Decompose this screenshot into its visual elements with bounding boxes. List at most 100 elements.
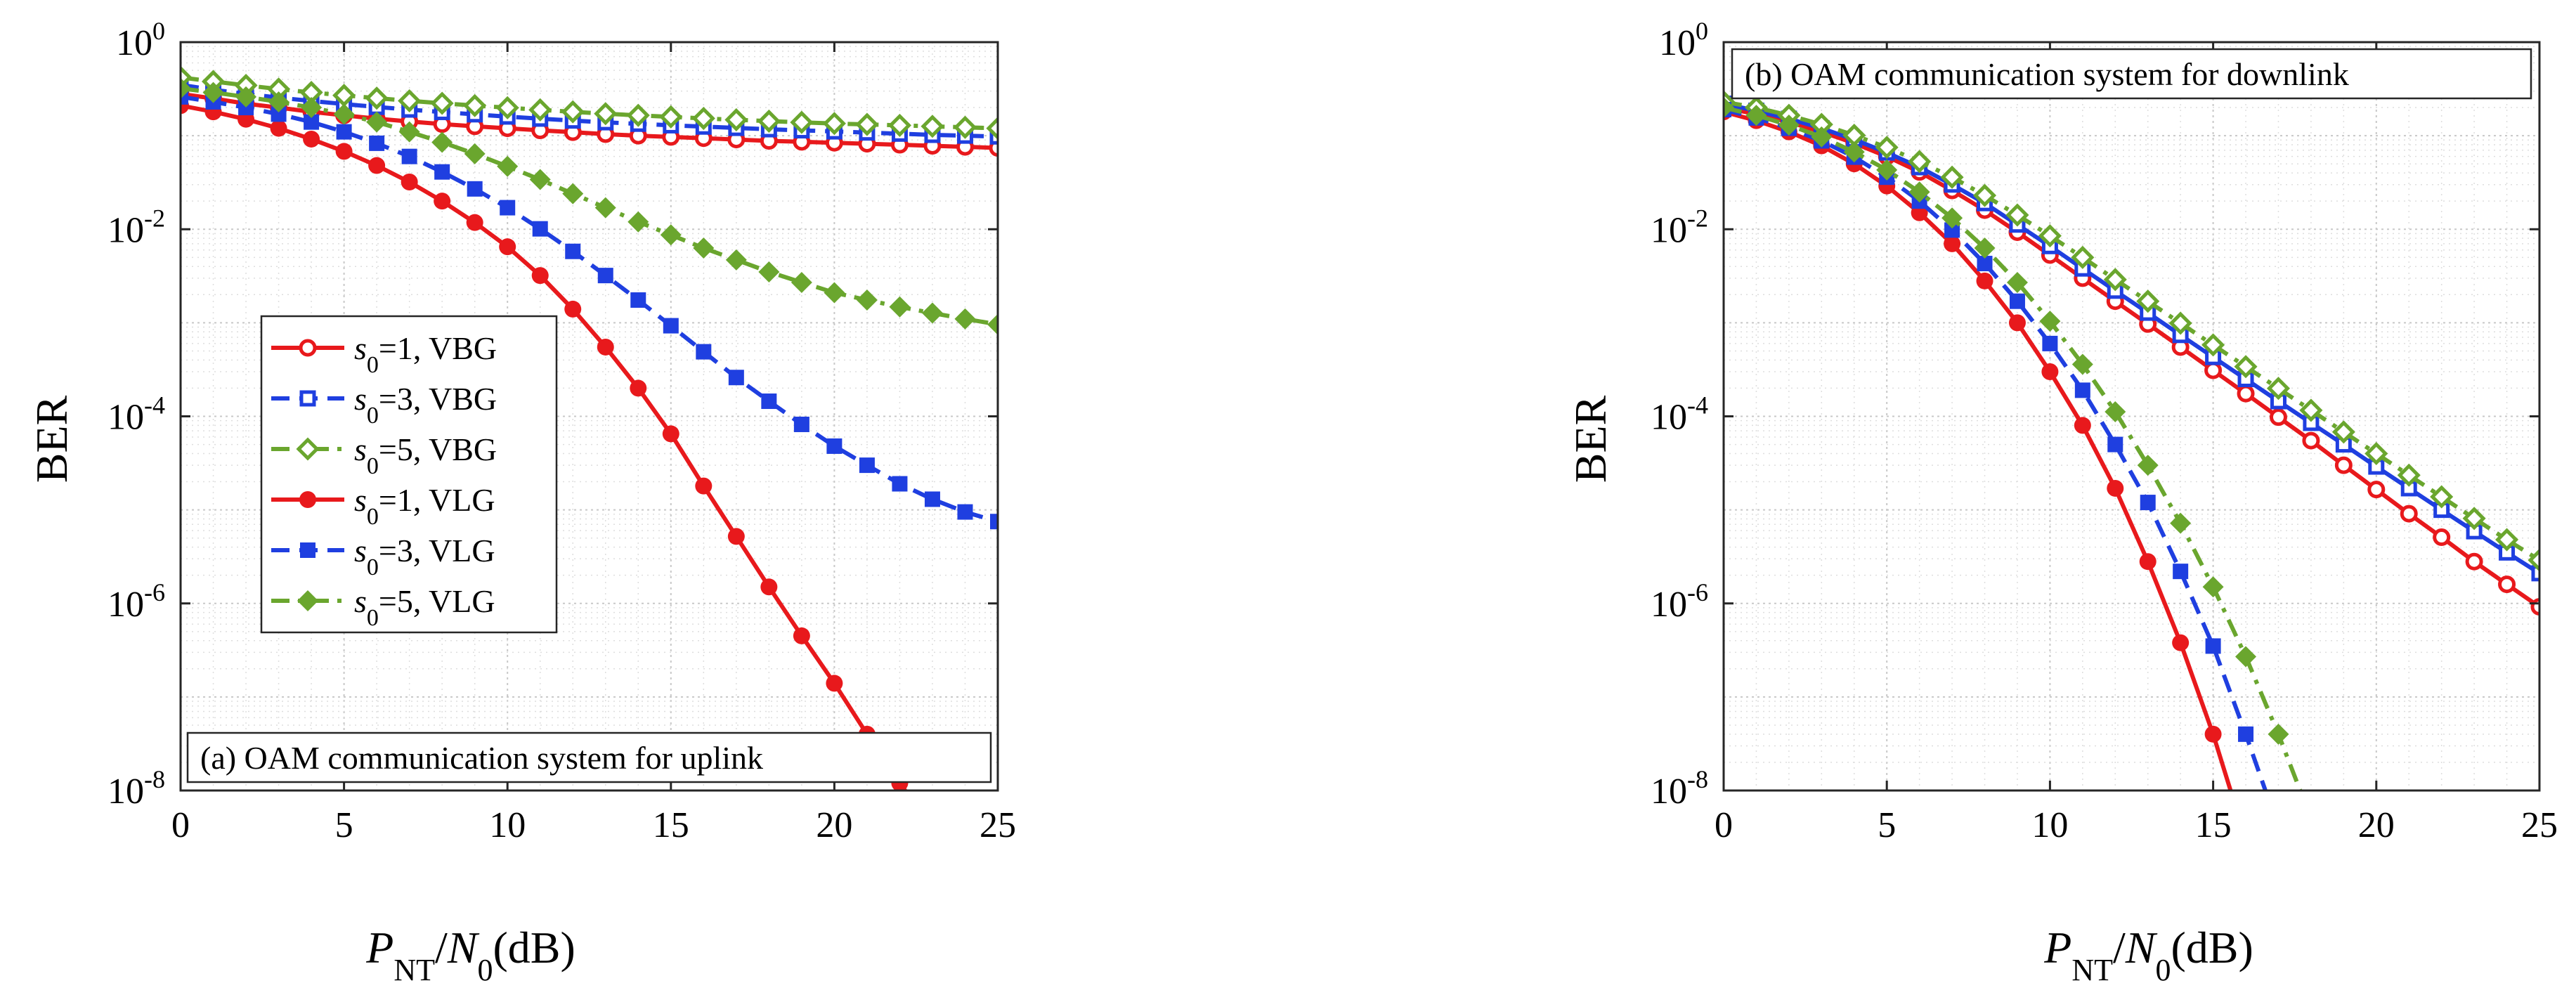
- data-point: [301, 97, 323, 119]
- legend-marker: [300, 542, 316, 558]
- data-point: [693, 237, 715, 259]
- data-point: [793, 627, 810, 644]
- data-point: [630, 379, 647, 397]
- data-point: [662, 425, 679, 443]
- data-point: [430, 91, 454, 115]
- data-point: [627, 211, 649, 233]
- data-point: [892, 476, 908, 492]
- data-point: [2038, 224, 2062, 248]
- data-point: [2268, 723, 2289, 745]
- series-6: [181, 77, 998, 335]
- series-6: [1724, 97, 2303, 790]
- x-tick-label: 5: [1878, 805, 1896, 845]
- legend-entry-4: s0=1, VLG: [354, 482, 495, 530]
- data-point: [268, 91, 290, 112]
- legend-entry-5: s0=3, VLG: [354, 533, 495, 580]
- data-point: [2205, 638, 2221, 654]
- data-point: [1876, 159, 1898, 181]
- data-point: [497, 155, 519, 177]
- data-point: [2071, 353, 2093, 375]
- data-point: [1724, 97, 1734, 119]
- data-point: [2201, 333, 2225, 357]
- data-point: [2465, 552, 2483, 571]
- data-point: [202, 82, 224, 103]
- data-point: [529, 169, 551, 190]
- data-point: [235, 86, 257, 108]
- data-point: [532, 221, 548, 237]
- series-3: [181, 65, 998, 141]
- annotation-box: [186, 731, 992, 783]
- data-point: [499, 238, 516, 256]
- data-point: [1843, 141, 1865, 163]
- x-tick-label: 5: [335, 805, 353, 845]
- data-point: [2498, 575, 2516, 594]
- data-point: [887, 113, 911, 137]
- data-point: [2204, 725, 2222, 743]
- data-point: [564, 300, 582, 318]
- data-point: [2235, 646, 2257, 668]
- data-point: [2173, 564, 2189, 580]
- data-point: [660, 224, 682, 246]
- data-point: [466, 214, 483, 231]
- data-point: [528, 98, 552, 122]
- y-axis-label: BER: [1566, 395, 1615, 483]
- data-point: [2008, 314, 2026, 332]
- data-point: [2041, 363, 2059, 380]
- y-tick-label: 10-8: [1651, 765, 1708, 812]
- data-point: [889, 296, 911, 318]
- data-point: [757, 109, 781, 133]
- data-point: [431, 131, 453, 153]
- data-point: [464, 143, 486, 164]
- data-point: [2107, 436, 2123, 453]
- data-point: [2364, 441, 2388, 466]
- x-tick-label: 15: [653, 805, 689, 845]
- data-point: [1976, 272, 1993, 289]
- data-point: [2531, 565, 2539, 582]
- data-point: [1745, 105, 1767, 126]
- x-axis-label: PNT/N0(dB): [365, 923, 575, 987]
- data-point: [822, 112, 846, 136]
- data-point: [725, 249, 747, 271]
- data-point: [1977, 256, 1993, 272]
- data-point: [2042, 335, 2058, 351]
- y-tick-label: 10-2: [1651, 204, 1708, 250]
- data-point: [335, 143, 353, 160]
- annotation-box: [1731, 48, 2532, 100]
- data-point: [2006, 271, 2028, 293]
- x-tick-label: 0: [171, 805, 190, 845]
- data-point: [2204, 361, 2223, 379]
- data-point: [1811, 126, 1833, 148]
- x-tick-label: 25: [2521, 805, 2558, 845]
- data-point: [2299, 398, 2323, 422]
- y-tick-label: 10-8: [108, 765, 165, 812]
- data-point: [368, 157, 386, 174]
- data-point: [2237, 384, 2255, 403]
- data-point: [594, 197, 616, 219]
- data-point: [2137, 455, 2159, 476]
- data-point: [695, 477, 713, 495]
- legend-marker: [299, 491, 316, 508]
- data-point: [921, 115, 944, 138]
- data-point: [1944, 222, 1960, 238]
- data-point: [856, 289, 878, 311]
- chart-title: (a) OAM communication system for uplink: [200, 740, 763, 776]
- data-point: [791, 271, 812, 293]
- data-point: [181, 89, 188, 105]
- data-point: [826, 438, 843, 454]
- data-point: [1778, 114, 1800, 136]
- y-tick-label: 10-2: [108, 204, 165, 250]
- data-point: [238, 100, 254, 116]
- data-point: [2172, 634, 2190, 651]
- legend-marker: [299, 339, 317, 357]
- data-point: [2302, 431, 2320, 450]
- data-point: [333, 103, 355, 125]
- data-point: [2105, 401, 2126, 422]
- data-point: [2266, 377, 2291, 401]
- data-point: [1974, 237, 1996, 259]
- legend-marker: [297, 590, 318, 611]
- data-point: [304, 114, 320, 130]
- data-point: [2269, 408, 2287, 427]
- data-point: [2168, 311, 2192, 335]
- data-point: [2331, 420, 2355, 444]
